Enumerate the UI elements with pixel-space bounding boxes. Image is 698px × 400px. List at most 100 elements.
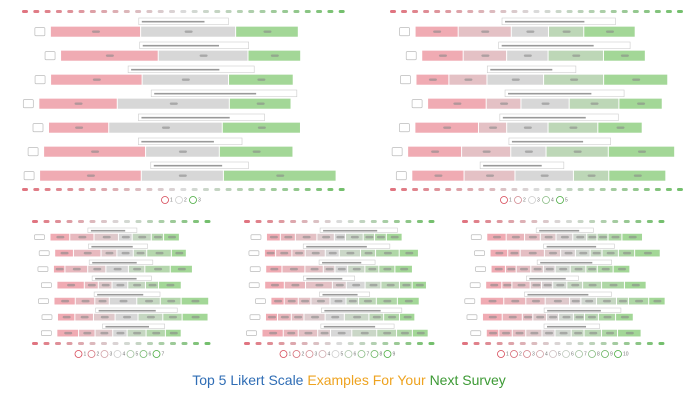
dash [327, 10, 334, 13]
question-line [505, 20, 585, 23]
dash [423, 188, 430, 191]
segment-pill [328, 251, 337, 255]
question-line [142, 44, 219, 47]
segment-pill [523, 54, 532, 57]
dash [124, 342, 130, 345]
dash [270, 188, 277, 191]
segment-pill [500, 102, 509, 105]
dash [259, 188, 266, 191]
segment-pill [508, 315, 517, 319]
legend-face [562, 350, 570, 358]
dash [22, 10, 28, 13]
legend-label: 8 [597, 351, 600, 357]
segment-pill [266, 251, 275, 255]
segment-pill [78, 235, 87, 239]
segment-pill [601, 267, 610, 271]
legend-face [292, 350, 301, 358]
dash [522, 10, 529, 13]
segment-pill [55, 267, 64, 271]
dash [158, 220, 165, 223]
dash [382, 342, 389, 345]
question-line [539, 229, 580, 232]
segment-pill [489, 126, 498, 129]
dash [456, 10, 463, 13]
segment-pill [83, 251, 92, 255]
dash [423, 10, 430, 13]
question-line [92, 261, 137, 264]
legend-face [528, 196, 536, 204]
segment-pill [637, 102, 646, 105]
dash [544, 188, 551, 191]
segment-pill [331, 315, 340, 319]
segment-pill [609, 283, 618, 287]
dash [101, 10, 108, 13]
segment-pill [178, 174, 187, 177]
segment-pill [353, 315, 362, 319]
segment-pill [257, 126, 266, 129]
segment-pill [348, 299, 357, 303]
dash [542, 220, 549, 223]
segment-pill [276, 174, 285, 177]
dash [169, 188, 176, 191]
legend-label: 5 [558, 351, 561, 357]
dash [485, 342, 492, 345]
checkbox [249, 266, 261, 272]
dash [462, 220, 468, 223]
segment-pill [530, 331, 539, 335]
dash [89, 188, 96, 191]
segment-pill [169, 102, 178, 105]
legend-label: 8 [380, 351, 383, 357]
dash [434, 10, 441, 13]
dash [313, 220, 320, 223]
dash [405, 342, 412, 345]
legend-face [331, 350, 340, 358]
segment-pill [402, 283, 411, 287]
dash [478, 10, 485, 13]
legend-label: 1 [509, 197, 512, 203]
dash [89, 10, 96, 13]
dash [55, 342, 61, 345]
dash [202, 188, 209, 191]
dash [566, 188, 573, 191]
segment-pill [116, 331, 125, 335]
legend-label: 6 [149, 351, 152, 357]
legend-label: 9 [393, 351, 396, 357]
segment-pill [511, 299, 520, 303]
segment-pill [544, 331, 553, 335]
segment-pill [148, 283, 157, 287]
question-line [511, 140, 584, 143]
segment-pill [575, 315, 584, 319]
dash [101, 220, 107, 223]
checkbox [248, 250, 260, 256]
segment-pill [570, 78, 579, 81]
dash [496, 220, 503, 223]
segment-pill [434, 174, 443, 177]
checkbox [34, 234, 45, 240]
segment-pill [606, 331, 615, 335]
segment-pill [383, 299, 392, 303]
segment-pill [543, 283, 552, 287]
dash [428, 342, 435, 345]
question-line [105, 325, 150, 328]
dash [600, 342, 607, 345]
legend-face [305, 350, 314, 358]
question-line [540, 261, 593, 264]
dash [290, 342, 297, 345]
segment-pill [87, 283, 96, 287]
segment-pill [153, 235, 162, 239]
segment-pill [181, 78, 190, 81]
segment-pill [532, 283, 541, 287]
question-line [527, 293, 589, 296]
dash [123, 10, 130, 13]
dash [588, 188, 595, 191]
dash [478, 188, 485, 191]
checkbox [249, 314, 261, 320]
legend-label: 1 [170, 197, 173, 203]
segment-pill [511, 78, 520, 81]
question-line [306, 245, 367, 248]
checkbox [470, 330, 482, 336]
segment-pill [415, 283, 424, 287]
legend-face [536, 350, 544, 358]
segment-pill [166, 283, 175, 287]
question-line [547, 309, 601, 312]
